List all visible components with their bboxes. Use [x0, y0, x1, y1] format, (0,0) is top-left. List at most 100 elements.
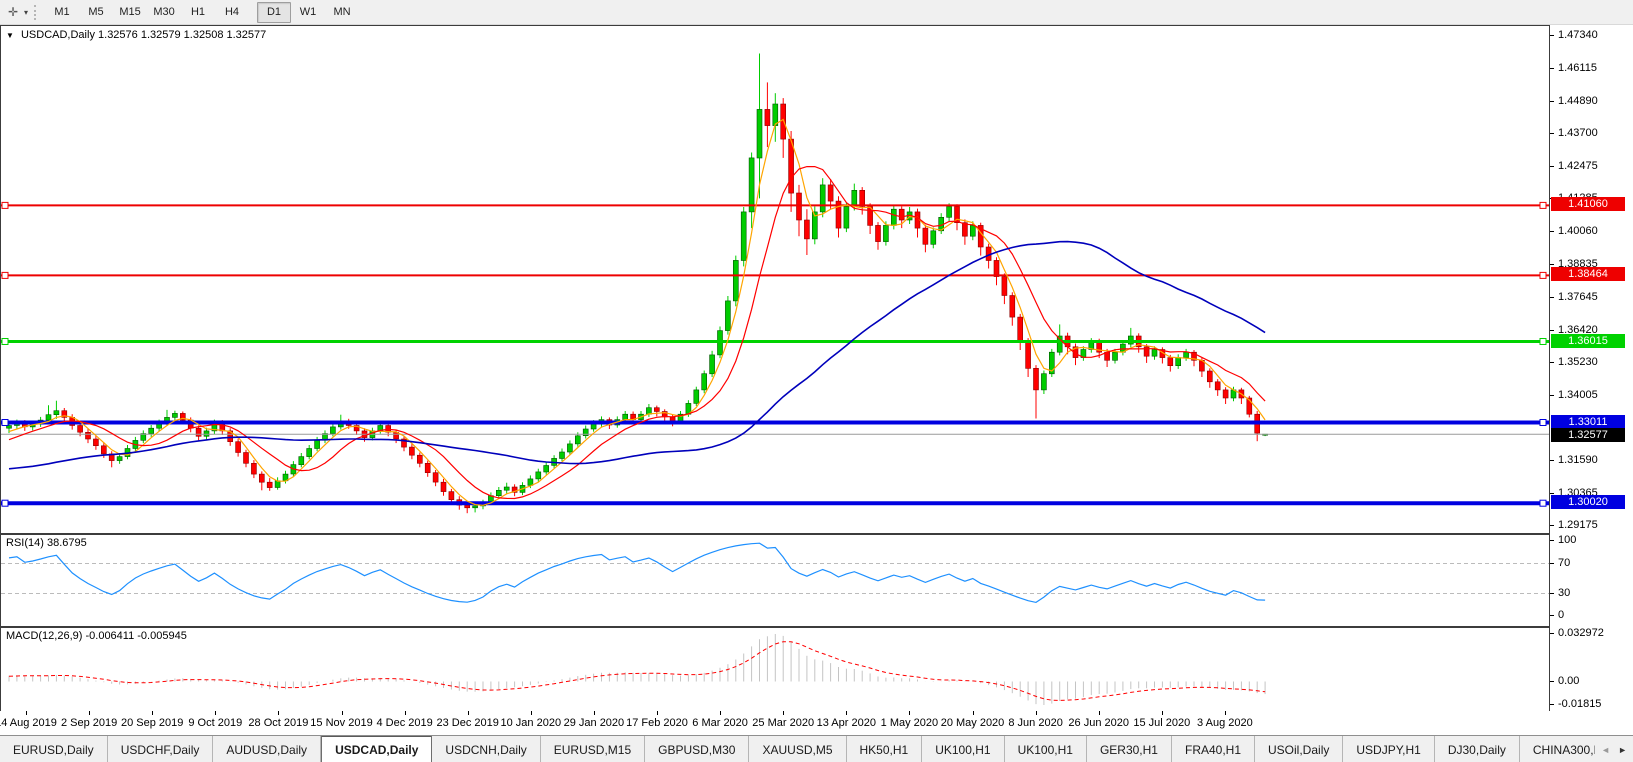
chart-tab-fra40-h1[interactable]: FRA40,H1 [1172, 736, 1256, 762]
line-handle [1, 201, 9, 209]
timeframe-button-m1[interactable]: M1 [54, 5, 70, 18]
line-handle [1, 419, 9, 426]
date-axis[interactable]: 14 Aug 2019 2 Sep 2019 20 Sep 2019 9 Oct 20… [0, 711, 1550, 734]
date-label: 17 Feb 2020 [626, 717, 688, 729]
date-label: 20 Sep 2019 [120, 717, 184, 729]
chart-tab-xauusd-m5[interactable]: XAUUSD,M5 [749, 736, 847, 762]
hline-price-label: 1.38464 [1551, 267, 1625, 282]
axis-tick-label: 1.40060 [1558, 225, 1598, 238]
chart-tab-usdchf-daily[interactable]: USDCHF,Daily [108, 736, 214, 762]
axis-tick [1550, 704, 1554, 705]
line-handle [1, 499, 9, 507]
main-chart-panel[interactable]: ▼ USDCAD,Daily 1.32576 1.32579 1.32508 1… [0, 25, 1550, 534]
date-tick [404, 711, 406, 715]
date-label: 4 Dec 2019 [376, 717, 433, 729]
axis-tick [1550, 133, 1554, 135]
timeframe-button-m15[interactable]: M15 [119, 5, 141, 18]
date-label: 20 May 2020 [940, 717, 1005, 729]
macd-chart[interactable] [1, 628, 1549, 711]
date-tick [1098, 711, 1100, 715]
date-tick [783, 711, 785, 715]
axis-tick [1550, 592, 1554, 594]
date-tick [846, 711, 848, 715]
chart-tab-china300-h4[interactable]: CHINA300,H4 [1520, 736, 1595, 762]
axis-tick-label: 1.43700 [1558, 127, 1598, 140]
timeframe-button-m30[interactable]: M30 [153, 5, 175, 18]
axis-tick [1550, 264, 1554, 266]
chart-cursor-icon[interactable]: ✛ [7, 5, 19, 19]
scroll-right-icon[interactable]: ► [1618, 744, 1627, 755]
timeframe-button-h1[interactable]: H1 [190, 5, 206, 18]
triangle-down-icon[interactable]: ▼ [6, 31, 14, 40]
chart-tab-usdcnh-daily[interactable]: USDCNH,Daily [432, 736, 541, 762]
timeframe-button-mn[interactable]: MN [333, 5, 351, 18]
chart-tabs: EURUSD,Daily USDCHF,Daily AUDUSD,Daily USDC… [0, 736, 1595, 762]
chart-title: ▼ USDCAD,Daily 1.32576 1.32579 1.32508 1… [6, 29, 266, 41]
chart-tab-audusd-daily[interactable]: AUDUSD,Daily [213, 736, 322, 762]
date-label: 8 Jun 2020 [1008, 717, 1063, 729]
axis-tick-label: 1.36420 [1558, 323, 1598, 336]
date-label: 28 Oct 2019 [248, 717, 309, 729]
chart-tab-usdcad-daily[interactable]: USDCAD,Daily [321, 736, 433, 762]
candlestick-chart[interactable] [1, 26, 1549, 533]
timeframe-toolbar: ✛ ▾ M1 M5 M15 M30 H1 H4 D1 W1 MN [0, 0, 1633, 25]
axis-tick-label: -0.01815 [1558, 698, 1602, 710]
ohlc-close: 1.32577 [226, 29, 267, 41]
macd-indicator-panel[interactable]: MACD(12,26,9) -0.006411 -0.005945 [0, 627, 1550, 712]
axis-tick [1550, 540, 1554, 541]
axis-tick [1550, 525, 1554, 526]
date-tick [215, 711, 217, 715]
chart-tab-eurusd-daily[interactable]: EURUSD,Daily [0, 736, 108, 762]
scroll-left-icon[interactable]: ◄ [1601, 744, 1611, 755]
chart-tab-hk50-h1[interactable]: HK50,H1 [847, 736, 923, 762]
date-label: 9 Oct 2019 [188, 717, 243, 729]
timeframe-button-w1[interactable]: W1 [299, 5, 317, 18]
chart-tab-usoil-daily[interactable]: USOil,Daily [1255, 736, 1344, 762]
timeframe-button-h4[interactable]: H4 [224, 5, 240, 18]
macd-values: -0.006411 -0.005945 [85, 630, 187, 642]
chevron-down-icon[interactable]: ▾ [24, 7, 29, 17]
chart-tab-usdjpy-h1[interactable]: USDJPY,H1 [1343, 736, 1435, 762]
axis-tick [1550, 633, 1554, 634]
axis-tick [1550, 394, 1554, 396]
axis-tick-label: 1.42475 [1558, 160, 1598, 173]
line-handle [1, 271, 9, 279]
timeframe-buttons: M1 M5 M15 M30 H1 H4 D1 W1 MN [45, 1, 359, 23]
chart-tab-dj30-daily[interactable]: DJ30,Daily [1435, 736, 1520, 762]
date-tick [1161, 711, 1163, 715]
axis-tick [1550, 361, 1554, 363]
date-tick [909, 711, 911, 715]
axis-tick-label: 100 [1558, 534, 1577, 546]
date-tick [530, 711, 532, 715]
rsi-value: 38.6795 [46, 537, 87, 549]
toolbar-grip[interactable] [34, 4, 39, 20]
timeframe-button-d1[interactable]: D1 [257, 1, 292, 23]
macd-label: MACD(12,26,9) -0.006411 -0.005945 [6, 630, 187, 642]
axis-tick [1550, 35, 1554, 36]
axis-tick-label: 70 [1558, 556, 1571, 569]
price-axis[interactable]: 1.473401.461151.448901.437001.424751.412… [1550, 25, 1633, 711]
axis-tick [1550, 492, 1554, 494]
axis-tick-label: 1.31590 [1558, 453, 1598, 466]
date-tick [152, 711, 154, 715]
ohlc-open: 1.32576 [98, 29, 138, 41]
date-tick [1224, 711, 1226, 715]
chart-tab-eurusd-m15[interactable]: EURUSD,M15 [541, 736, 646, 762]
rsi-chart[interactable] [1, 535, 1549, 626]
axis-tick-label: 0.032972 [1558, 627, 1604, 639]
line-handle [1539, 338, 1547, 345]
chart-tab-gbpusd-m30[interactable]: GBPUSD,M30 [645, 736, 750, 762]
date-tick [972, 711, 974, 715]
chart-tab-uk100-h1[interactable]: UK100,H1 [922, 736, 1005, 762]
line-handle [1539, 201, 1547, 209]
rsi-name: RSI(14) [6, 537, 44, 549]
chart-tab-uk100-h1[interactable]: UK100,H1 [1005, 736, 1087, 762]
date-tick [1035, 711, 1037, 715]
axis-tick [1550, 166, 1554, 168]
hline-price-label: 1.36015 [1551, 333, 1625, 348]
chart-tab-ger30-h1[interactable]: GER30,H1 [1087, 736, 1172, 762]
timeframe-button-m5[interactable]: M5 [88, 5, 104, 18]
rsi-indicator-panel[interactable]: RSI(14) 38.6795 [0, 534, 1550, 627]
date-label: 14 Aug 2019 [0, 717, 57, 729]
axis-tick [1550, 101, 1554, 103]
